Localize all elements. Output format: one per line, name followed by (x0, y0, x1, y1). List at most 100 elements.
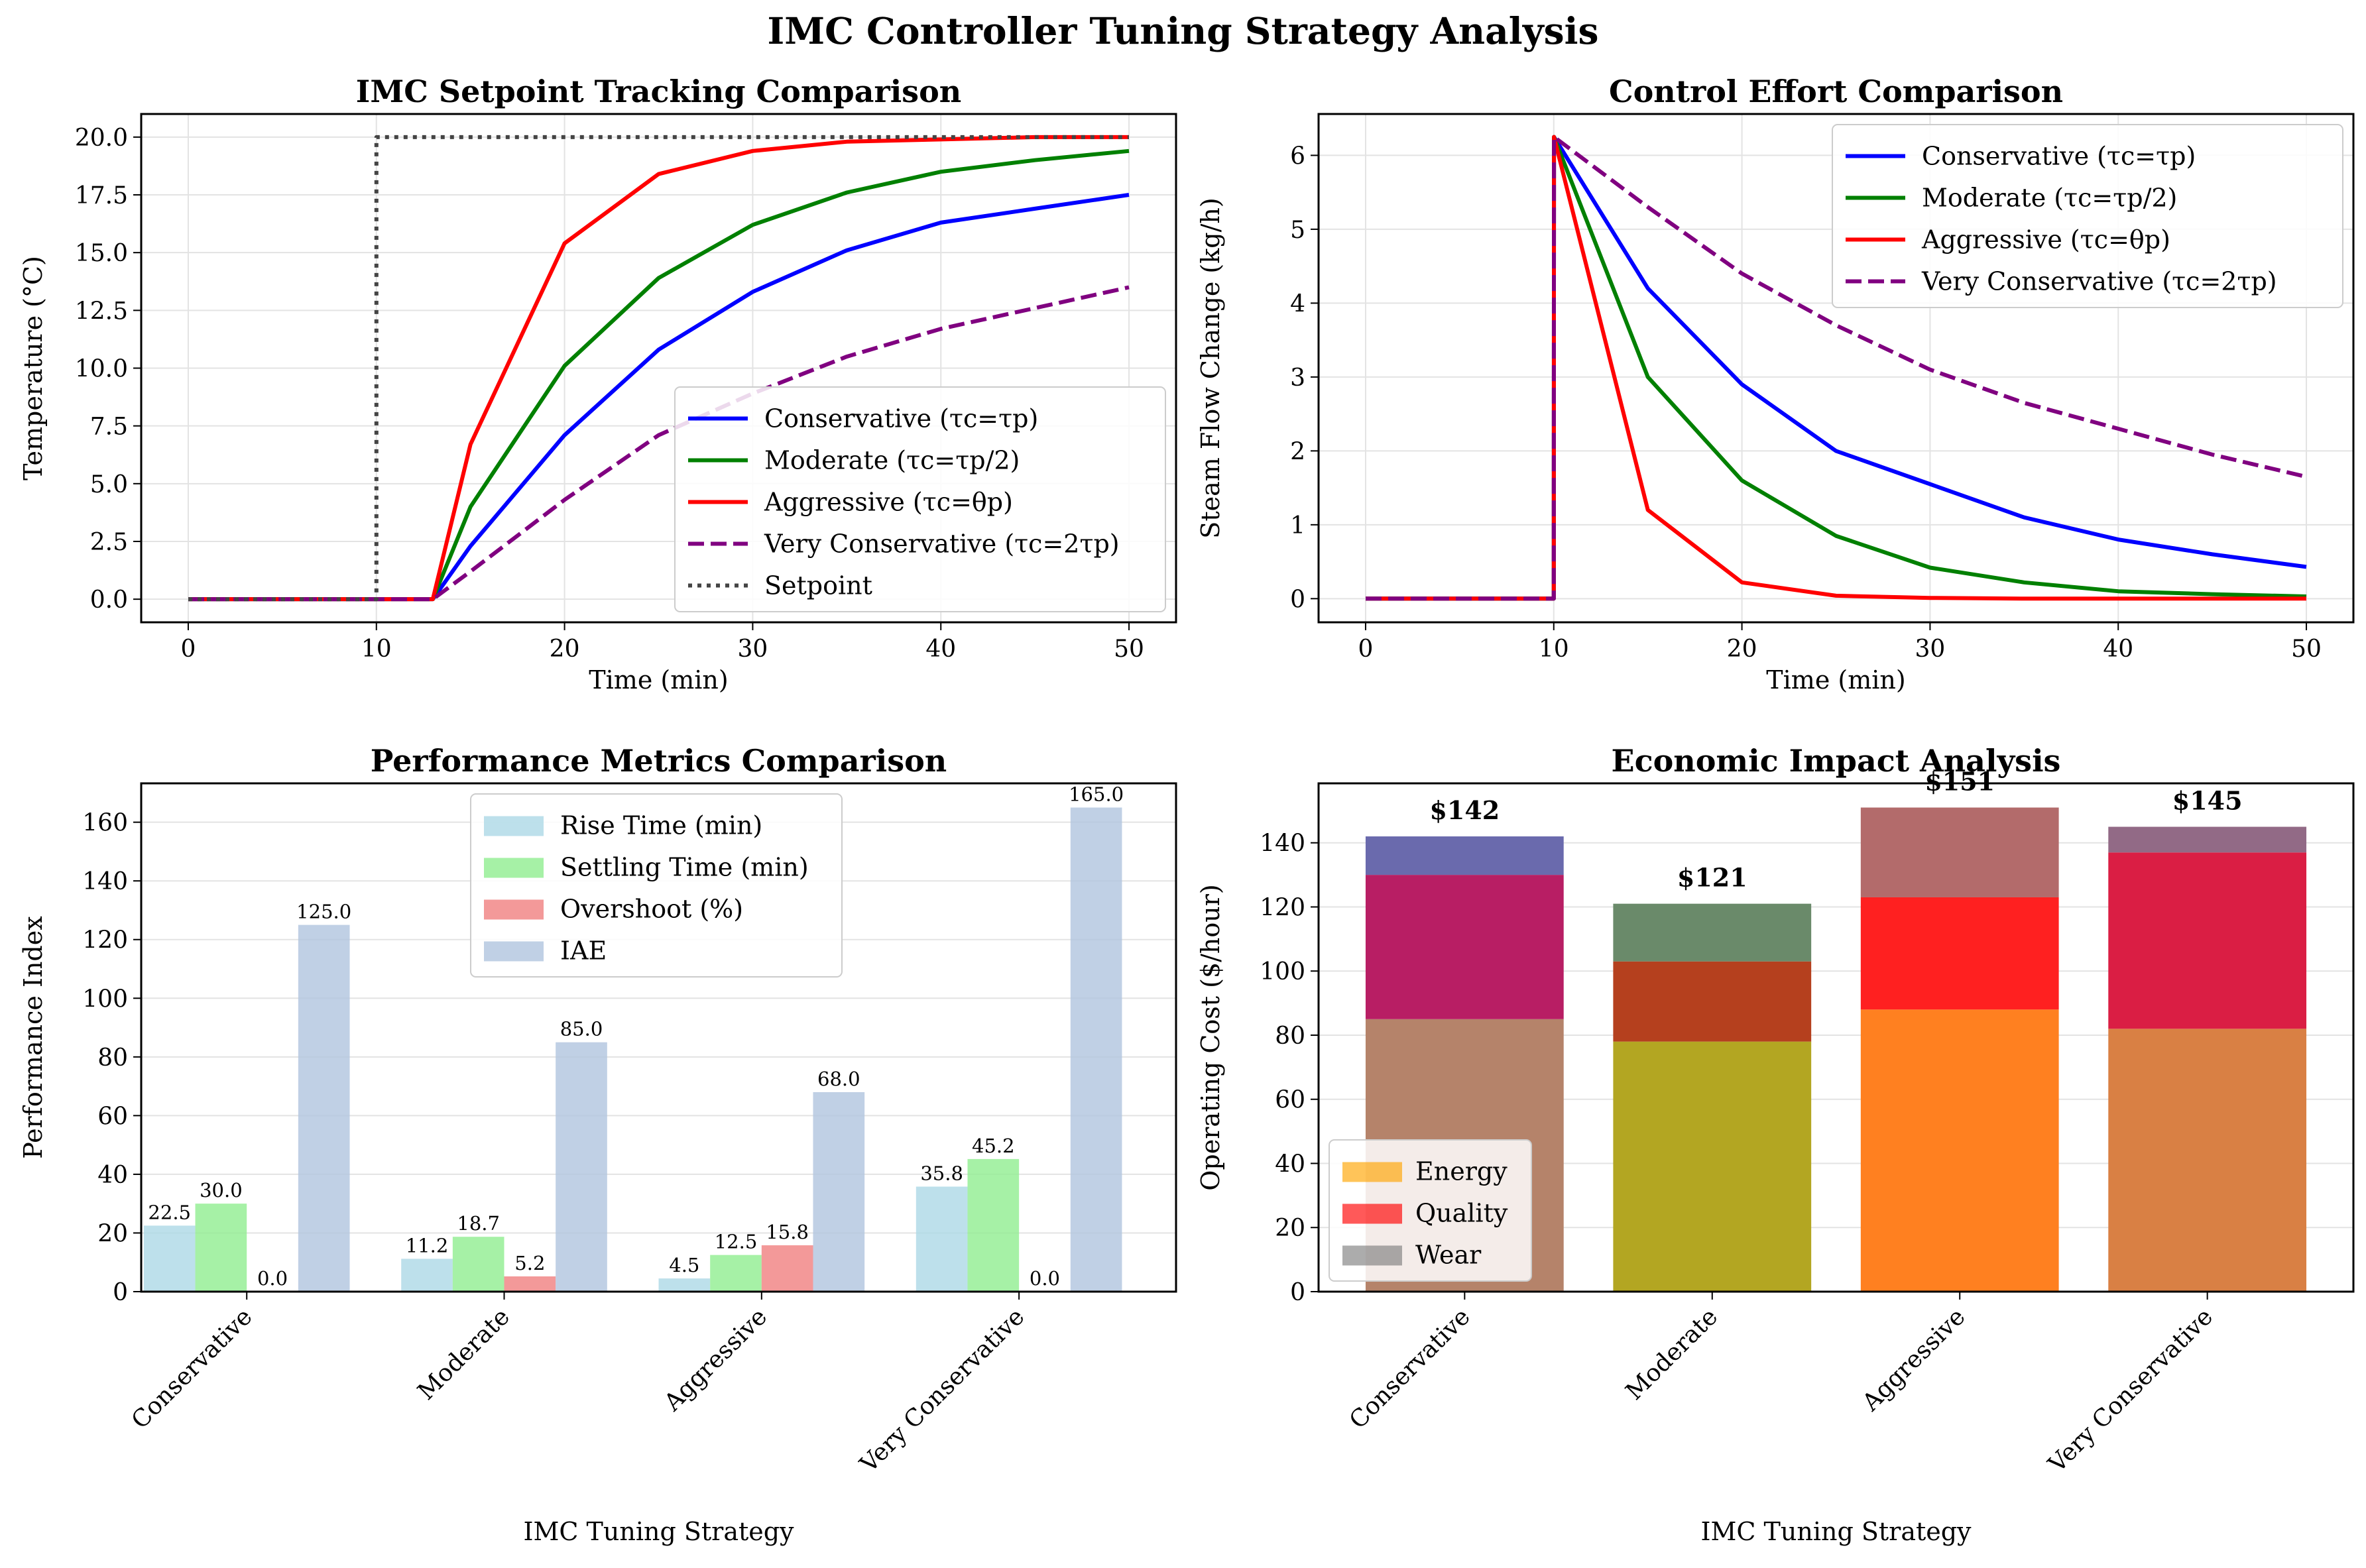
y-tick-label: 80 (97, 1044, 128, 1072)
legend-swatch (484, 816, 544, 836)
x-tick-label: 20 (1727, 636, 1757, 663)
stacked-bar-segment (1860, 897, 2059, 1010)
control-effort-panel: Control Effort Comparison 0 1 2 3 4 5 6 Steam Fl… (1196, 74, 2355, 695)
stacked-bar-segment (2108, 852, 2307, 1029)
y-tick-label: 100 (1260, 958, 1305, 985)
legend-swatch (484, 899, 544, 920)
y-tick-label: 0.0 (90, 587, 128, 614)
bar (1070, 807, 1122, 1292)
y-tick-label: 4 (1290, 290, 1305, 317)
y-axis-label: Performance Index (19, 916, 48, 1158)
legend-label: Conservative (τc=τp) (764, 404, 1038, 433)
x-tick-label: Conservative (127, 1303, 258, 1434)
y-tick-label: 15.0 (75, 240, 128, 267)
bar-total-label: $145 (2172, 786, 2243, 816)
y-tick-label: 40 (97, 1162, 128, 1189)
bar (710, 1255, 762, 1292)
y-tick-label: 20 (1275, 1215, 1305, 1242)
setpoint-tracking-panel: IMC Setpoint Tracking Comparison 0.0 2.5 5.… (19, 74, 1177, 695)
y-tick-label: 100 (82, 985, 128, 1013)
bar (298, 924, 350, 1292)
legend: Energy Quality Wear (1329, 1139, 1532, 1282)
bar-value-label: 0.0 (257, 1267, 288, 1290)
axes-frame (140, 782, 1177, 1293)
legend-label: Moderate (τc=τp/2) (764, 446, 1020, 475)
x-tick-label: Very Conservative (855, 1303, 1030, 1478)
y-tick-label: 140 (1260, 830, 1305, 858)
legend-label: Moderate (τc=τp/2) (1922, 184, 2177, 213)
legend-label: Very Conservative (τc=2τp) (764, 530, 1120, 559)
y-tick-label: 60 (97, 1103, 128, 1130)
bar-value-label: 0.0 (1030, 1267, 1060, 1290)
legend-label: Settling Time (min) (560, 853, 809, 882)
x-axis-label: IMC Tuning Strategy (1700, 1517, 1972, 1546)
series-line (188, 135, 1129, 602)
stacked-bar-segment (1365, 836, 1564, 875)
y-tick-label: 17.5 (75, 182, 128, 209)
legend-label: Rise Time (min) (560, 811, 762, 840)
x-tick-label: 50 (1114, 636, 1144, 663)
stacked-bar-segment (2108, 826, 2307, 853)
bar-value-label: 15.8 (766, 1221, 809, 1243)
y-tick-label: 140 (82, 868, 128, 895)
x-tick-label: Conservative (1344, 1303, 1476, 1434)
y-tick-label: 120 (82, 927, 128, 954)
legend-label: Conservative (τc=τp) (1922, 142, 2196, 171)
performance-metrics-panel: Performance Metrics Comparison 0 20 40 60 80 1… (19, 743, 1177, 1546)
y-tick-label: 2.5 (90, 529, 128, 556)
stacked-bar-segment (1860, 807, 2059, 897)
panel-title: Economic Impact Analysis (1612, 743, 2061, 779)
legend-label: Overshoot (%) (560, 895, 743, 924)
y-tick-label: 80 (1275, 1023, 1305, 1050)
stacked-bar-segment (2108, 1029, 2307, 1292)
y-tick-label: 12.5 (75, 298, 128, 325)
x-tick-label: 0 (1358, 636, 1374, 663)
legend-label: Very Conservative (τc=2τp) (1921, 267, 2277, 296)
legend-box (470, 793, 843, 978)
bar (504, 1276, 556, 1292)
stacked-bar-segment (1365, 875, 1564, 1019)
bar-value-label: 30.0 (200, 1179, 243, 1202)
legend-swatch (484, 941, 544, 962)
bar-value-label: 18.7 (457, 1212, 500, 1235)
bar-value-label: 12.5 (715, 1231, 758, 1253)
legend: Conservative (τc=τp) Moderate (τc=τp/2) Ag… (1832, 124, 2343, 308)
bar-value-label: 125.0 (296, 901, 351, 923)
bar (143, 1225, 196, 1292)
legend-label: Setpoint (764, 571, 872, 600)
axes-frame (1317, 113, 2355, 624)
legend-swatch (1342, 1245, 1402, 1266)
economic-impact-panel: Economic Impact Analysis 0 20 40 60 80 100 120 1… (1196, 743, 2355, 1546)
legend-swatch (1342, 1204, 1402, 1224)
legend-swatch (484, 858, 544, 878)
figure-title: IMC Controller Tuning Strategy Analysis (767, 9, 1599, 52)
panel-title: IMC Setpoint Tracking Comparison (356, 74, 961, 109)
axes-frame (1317, 782, 2355, 1293)
bar-value-label: 68.0 (817, 1068, 860, 1090)
stacked-bar-segment (1860, 1009, 2059, 1292)
legend-label: IAE (560, 936, 607, 966)
bar-total-label: $121 (1677, 863, 1747, 893)
y-tick-label: 40 (1275, 1150, 1305, 1178)
bar (401, 1259, 453, 1292)
x-tick-label: 30 (1915, 636, 1946, 663)
bar-value-label: 85.0 (560, 1018, 603, 1040)
y-tick-label: 10.0 (75, 356, 128, 383)
bar-value-label: 35.8 (920, 1162, 963, 1185)
stacked-bar-segment (1613, 961, 1812, 1042)
bar (195, 1204, 247, 1292)
bar-value-label: 11.2 (406, 1234, 449, 1257)
y-tick-label: 0 (113, 1279, 128, 1306)
legend: Rise Time (min) Settling Time (min) Oversh… (470, 793, 843, 978)
y-tick-label: 20.0 (75, 125, 128, 152)
legend-label: Quality (1415, 1199, 1508, 1228)
y-tick-label: 2 (1290, 438, 1305, 465)
legend: Conservative (τc=τp) Moderate (τc=τp/2) Ag… (674, 386, 1166, 612)
bar-value-label: 4.5 (669, 1254, 699, 1276)
y-tick-label: 20 (97, 1220, 128, 1247)
x-axis-label: IMC Tuning Strategy (523, 1517, 794, 1546)
axes-frame (140, 113, 1177, 624)
x-tick-label: Very Conservative (2043, 1303, 2218, 1478)
bar-value-label: 45.2 (972, 1135, 1015, 1157)
stacked-bar-segment (1613, 903, 1812, 962)
